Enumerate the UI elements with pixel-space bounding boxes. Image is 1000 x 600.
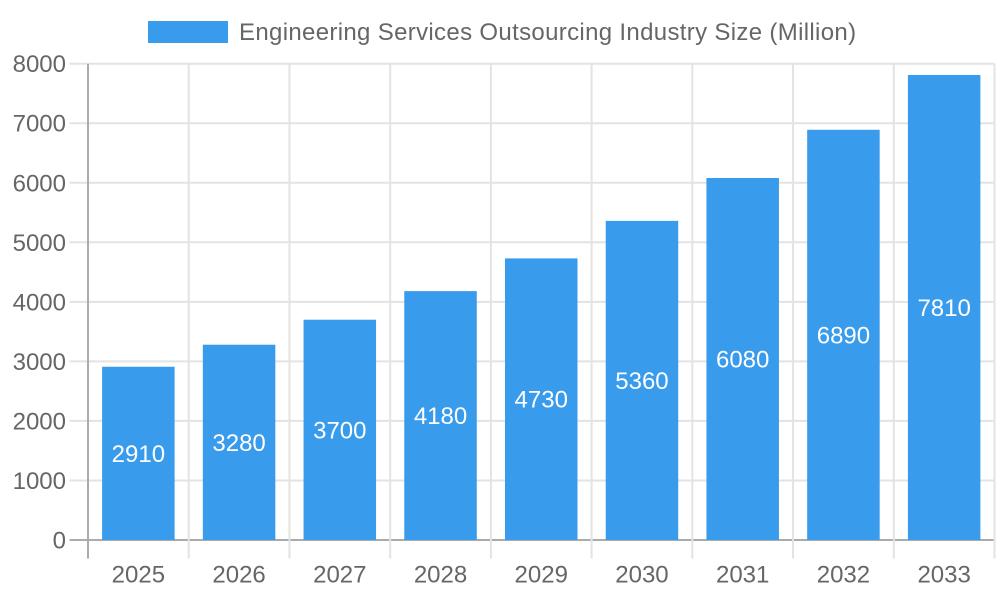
svg-text:2029: 2029 bbox=[515, 562, 568, 589]
svg-text:6890: 6890 bbox=[817, 322, 870, 349]
svg-text:3700: 3700 bbox=[313, 417, 366, 444]
svg-text:2000: 2000 bbox=[13, 408, 66, 435]
svg-text:5360: 5360 bbox=[615, 368, 668, 395]
svg-text:5000: 5000 bbox=[13, 230, 66, 257]
svg-text:2028: 2028 bbox=[414, 562, 467, 589]
svg-text:2030: 2030 bbox=[615, 562, 668, 589]
svg-text:2033: 2033 bbox=[917, 562, 970, 589]
svg-text:2027: 2027 bbox=[313, 562, 366, 589]
svg-text:4000: 4000 bbox=[13, 289, 66, 316]
svg-text:2032: 2032 bbox=[817, 562, 870, 589]
svg-text:8000: 8000 bbox=[13, 51, 66, 78]
svg-text:2910: 2910 bbox=[112, 441, 165, 468]
svg-text:3000: 3000 bbox=[13, 349, 66, 376]
svg-text:2031: 2031 bbox=[716, 562, 769, 589]
svg-text:2025: 2025 bbox=[112, 562, 165, 589]
svg-text:2026: 2026 bbox=[212, 562, 265, 589]
svg-text:4730: 4730 bbox=[515, 387, 568, 414]
svg-text:7000: 7000 bbox=[13, 111, 66, 138]
svg-text:6080: 6080 bbox=[716, 347, 769, 374]
svg-text:0: 0 bbox=[53, 528, 66, 555]
svg-text:1000: 1000 bbox=[13, 468, 66, 495]
svg-text:Engineering Services Outsourci: Engineering Services Outsourcing Industr… bbox=[239, 19, 856, 46]
svg-text:7810: 7810 bbox=[917, 295, 970, 322]
svg-text:4180: 4180 bbox=[414, 403, 467, 430]
svg-text:3280: 3280 bbox=[212, 430, 265, 457]
svg-text:6000: 6000 bbox=[13, 170, 66, 197]
